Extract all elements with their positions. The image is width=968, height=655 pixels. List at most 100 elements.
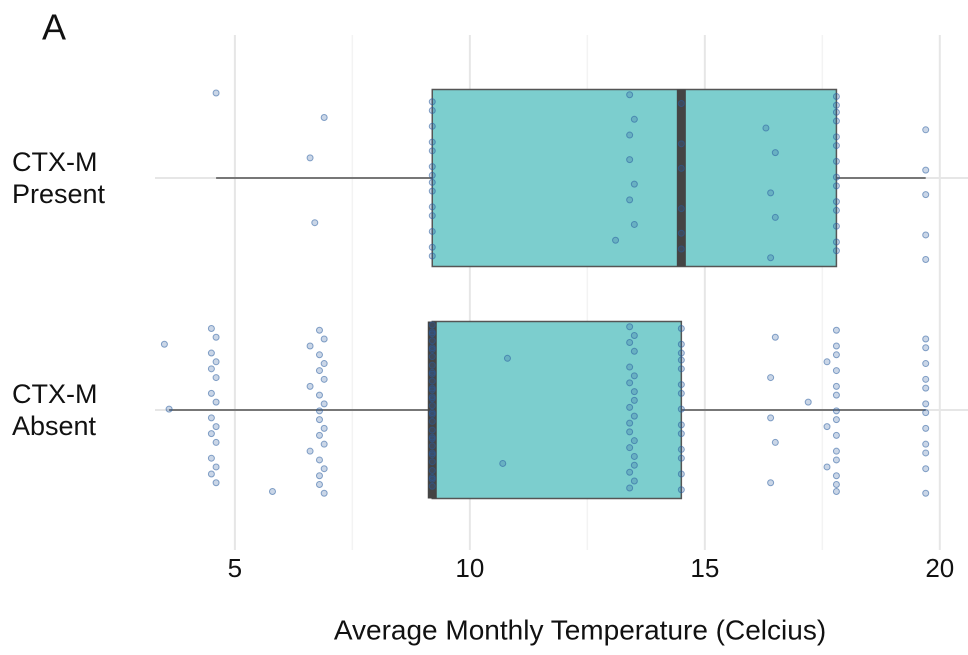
- data-point: [160, 340, 168, 348]
- data-point: [626, 196, 634, 204]
- data-point: [428, 163, 436, 171]
- category-label: CTX-M Absent: [12, 379, 98, 441]
- box: [431, 320, 683, 500]
- data-point: [212, 333, 220, 341]
- data-point: [428, 442, 436, 450]
- data-point: [677, 164, 685, 172]
- data-point: [428, 417, 436, 425]
- data-point: [832, 101, 840, 109]
- data-point: [677, 430, 685, 438]
- data-point: [428, 377, 436, 385]
- data-point: [832, 391, 840, 399]
- data-point: [767, 254, 775, 262]
- box: [431, 88, 838, 268]
- data-point: [832, 472, 840, 480]
- data-point: [677, 405, 685, 413]
- data-point: [630, 396, 638, 404]
- data-point: [626, 419, 634, 427]
- data-point: [428, 435, 436, 443]
- data-point: [823, 358, 831, 366]
- data-point: [626, 484, 634, 492]
- data-point: [428, 321, 436, 329]
- data-point: [320, 114, 328, 122]
- data-point: [311, 219, 319, 227]
- data-point: [630, 437, 638, 445]
- data-point: [315, 480, 323, 488]
- data-point: [630, 452, 638, 460]
- data-point: [428, 243, 436, 251]
- data-point: [832, 238, 840, 246]
- data-point: [428, 386, 436, 394]
- data-point: [320, 424, 328, 432]
- data-point: [832, 456, 840, 464]
- data-point: [922, 360, 930, 368]
- data-point: [626, 428, 634, 436]
- data-point: [832, 93, 840, 101]
- data-point: [626, 156, 634, 164]
- data-point: [832, 198, 840, 206]
- data-point: [428, 203, 436, 211]
- data-point: [771, 333, 779, 341]
- data-point: [677, 445, 685, 453]
- data-point: [832, 342, 840, 350]
- data-point: [612, 236, 620, 244]
- data-point: [212, 463, 220, 471]
- data-point: [306, 154, 314, 162]
- data-point: [922, 384, 930, 392]
- data-point: [315, 326, 323, 334]
- data-point: [832, 247, 840, 255]
- data-point: [626, 323, 634, 331]
- data-point: [212, 479, 220, 487]
- data-point: [677, 470, 685, 478]
- data-point: [320, 335, 328, 343]
- data-point: [630, 461, 638, 469]
- data-point: [771, 438, 779, 446]
- data-point: [428, 353, 436, 361]
- x-tick-label: 10: [455, 553, 484, 583]
- data-point: [832, 407, 840, 415]
- data-point: [320, 360, 328, 368]
- panel-label: A: [42, 7, 66, 48]
- data-point: [771, 213, 779, 221]
- data-point: [677, 340, 685, 348]
- data-point: [428, 402, 436, 410]
- data-point: [268, 487, 276, 495]
- data-point: [832, 416, 840, 424]
- data-point: [630, 220, 638, 228]
- data-point: [212, 438, 220, 446]
- data-point: [428, 475, 436, 483]
- x-axis-label: Average Monthly Temperature (Celcius): [334, 614, 826, 645]
- data-point: [428, 458, 436, 466]
- data-point: [320, 440, 328, 448]
- data-point: [922, 335, 930, 343]
- data-point: [832, 382, 840, 390]
- data-point: [630, 477, 638, 485]
- data-point: [626, 468, 634, 476]
- data-point: [428, 361, 436, 369]
- data-point: [677, 229, 685, 237]
- data-point: [207, 470, 215, 478]
- data-point: [922, 449, 930, 457]
- data-point: [626, 403, 634, 411]
- data-point: [626, 91, 634, 99]
- data-point: [428, 98, 436, 106]
- data-point: [767, 189, 775, 197]
- data-point: [428, 482, 436, 490]
- data-point: [922, 424, 930, 432]
- data-point: [832, 173, 840, 181]
- data-point: [832, 222, 840, 230]
- data-point: [771, 149, 779, 157]
- data-point: [207, 430, 215, 438]
- data-point: [677, 381, 685, 389]
- data-point: [428, 395, 436, 403]
- data-point: [832, 487, 840, 495]
- data-point: [677, 245, 685, 253]
- data-point: [428, 466, 436, 474]
- data-point: [428, 107, 436, 115]
- data-point: [762, 124, 770, 132]
- data-point: [677, 454, 685, 462]
- data-point: [922, 440, 930, 448]
- data-point: [315, 367, 323, 375]
- data-point: [212, 374, 220, 382]
